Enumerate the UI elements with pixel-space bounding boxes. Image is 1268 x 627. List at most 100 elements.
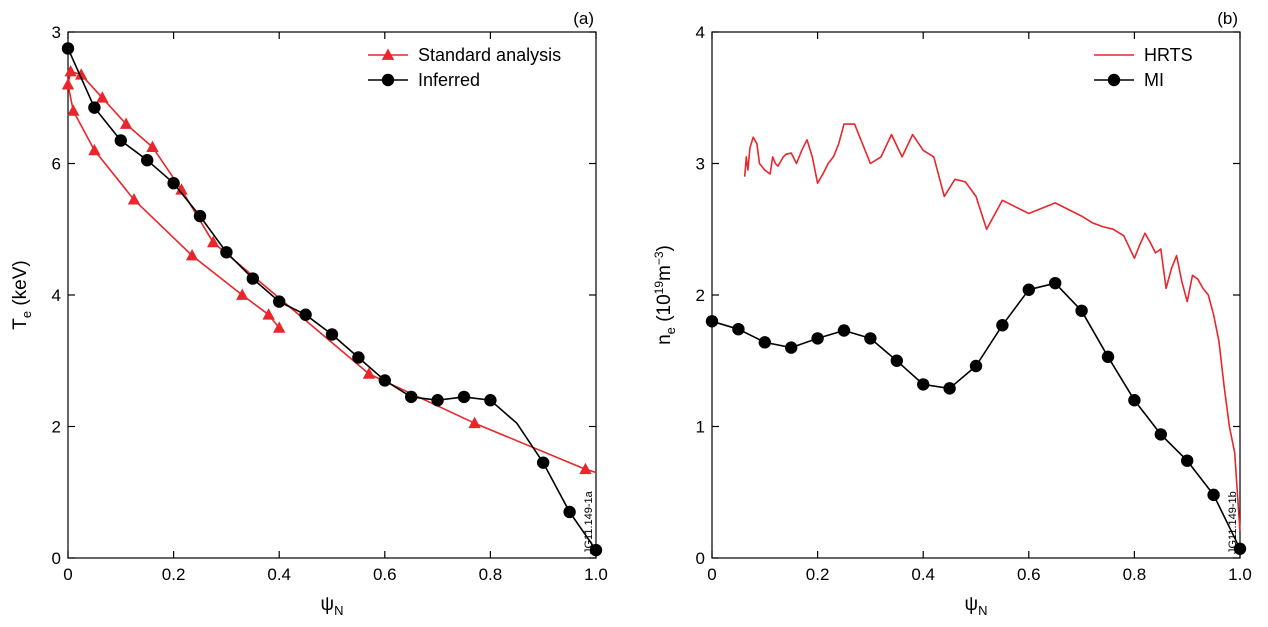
data-point bbox=[917, 378, 930, 391]
data-point bbox=[299, 308, 312, 321]
legend-label: HRTS bbox=[1144, 45, 1193, 65]
x-tick-label: 0.8 bbox=[479, 565, 503, 584]
data-point bbox=[837, 324, 851, 337]
y-tick-label: 6 bbox=[52, 155, 61, 174]
legend-label: MI bbox=[1144, 70, 1164, 90]
data-point bbox=[246, 272, 259, 285]
data-point bbox=[996, 319, 1009, 332]
data-point bbox=[61, 42, 75, 55]
data-point bbox=[96, 91, 109, 103]
legend-marker bbox=[381, 73, 395, 87]
data-point bbox=[141, 154, 154, 167]
data-point bbox=[1181, 454, 1194, 467]
data-point bbox=[236, 288, 249, 300]
series-line bbox=[743, 123, 1241, 532]
data-point bbox=[273, 321, 286, 333]
x-tick-label: 0.6 bbox=[373, 565, 397, 584]
data-point bbox=[325, 328, 339, 341]
series-hrts bbox=[743, 123, 1241, 532]
y-tick-label: 3 bbox=[52, 23, 61, 42]
data-point bbox=[127, 193, 141, 205]
data-point bbox=[362, 367, 376, 379]
data-point bbox=[114, 134, 128, 147]
data-point bbox=[890, 354, 903, 367]
data-point bbox=[262, 308, 275, 320]
series-inferred bbox=[61, 42, 603, 557]
data-point bbox=[273, 295, 286, 308]
data-point bbox=[1075, 304, 1088, 317]
data-point bbox=[175, 183, 188, 195]
data-point bbox=[431, 394, 444, 407]
y-axis-label: Te (keV) bbox=[10, 260, 34, 330]
data-point bbox=[579, 462, 592, 475]
data-point bbox=[537, 456, 550, 469]
y-tick-label: 0 bbox=[52, 549, 61, 568]
x-tick-label: 0 bbox=[707, 565, 716, 584]
y-tick-label: 1 bbox=[696, 418, 705, 437]
data-point bbox=[1128, 394, 1141, 407]
x-tick-label: 0.8 bbox=[1123, 565, 1147, 584]
data-point bbox=[732, 322, 745, 336]
x-tick-label: 0.4 bbox=[911, 565, 935, 584]
data-point bbox=[468, 416, 481, 429]
data-point bbox=[969, 359, 983, 373]
data-point bbox=[705, 315, 719, 328]
y-tick-label: 2 bbox=[52, 418, 61, 437]
data-point bbox=[1233, 542, 1247, 555]
data-point bbox=[864, 332, 877, 345]
y-axis-label: ne (1019m−3) bbox=[652, 245, 678, 345]
data-point bbox=[1101, 350, 1115, 364]
data-point bbox=[484, 394, 497, 407]
data-point bbox=[1022, 283, 1035, 296]
data-point bbox=[207, 235, 220, 248]
legend-label: Standard analysis bbox=[418, 45, 561, 65]
legend-entry: Inferred bbox=[368, 70, 480, 90]
series-standard-analysis bbox=[61, 64, 597, 475]
data-point bbox=[67, 104, 80, 116]
data-point bbox=[146, 140, 159, 152]
figure-code-label: JG11.149-1b bbox=[1227, 491, 1239, 554]
plot-frame bbox=[67, 31, 597, 559]
series-line bbox=[711, 282, 1241, 550]
series-mi bbox=[705, 276, 1247, 555]
data-point bbox=[811, 332, 824, 345]
data-point bbox=[563, 505, 576, 519]
data-point bbox=[119, 117, 133, 129]
data-point bbox=[457, 390, 471, 404]
data-point bbox=[185, 249, 199, 261]
x-tick-label: 0.2 bbox=[806, 565, 830, 584]
data-point bbox=[943, 382, 956, 395]
figure-code-label: JG11.149-1a bbox=[583, 490, 595, 554]
legend-entry: HRTS bbox=[1094, 45, 1193, 65]
data-point bbox=[1049, 276, 1062, 290]
data-point bbox=[589, 543, 603, 557]
x-tick-label: 1.0 bbox=[1228, 565, 1252, 584]
legend-marker bbox=[381, 48, 395, 60]
data-point bbox=[785, 341, 798, 354]
y-tick-label: 2 bbox=[696, 286, 705, 305]
legend-entry: Standard analysis bbox=[368, 45, 561, 65]
data-point bbox=[352, 351, 365, 364]
legend-marker bbox=[1107, 73, 1121, 87]
x-axis-label: ψN bbox=[321, 594, 344, 618]
data-point bbox=[758, 336, 771, 349]
data-point bbox=[1154, 428, 1168, 441]
panel-label: (a) bbox=[573, 9, 594, 28]
y-tick-label: 3 bbox=[696, 155, 705, 174]
data-point bbox=[61, 78, 75, 90]
data-point bbox=[88, 143, 101, 156]
x-tick-label: 0 bbox=[63, 565, 72, 584]
data-point bbox=[75, 68, 88, 80]
data-point bbox=[88, 101, 101, 114]
chart-panel-b: 0 0.2 0.4 0.6 0.8 1.0 0 1 2 3 4 ψN ne (1019m−3) (b) JG… bbox=[652, 9, 1252, 618]
data-point bbox=[405, 390, 418, 404]
x-tick-label: 0.6 bbox=[1017, 565, 1041, 584]
y-tick-label: 4 bbox=[696, 23, 705, 42]
x-tick-label: 1.0 bbox=[584, 565, 608, 584]
legend-entry: MI bbox=[1094, 70, 1164, 90]
x-tick-label: 0.4 bbox=[267, 565, 291, 584]
plot-frame bbox=[711, 31, 1241, 559]
chart-panel-a: 0 0.2 0.4 0.6 0.8 1.0 0 2 4 6 3 ψN Te (keV) (a) JG11.1… bbox=[10, 9, 608, 618]
